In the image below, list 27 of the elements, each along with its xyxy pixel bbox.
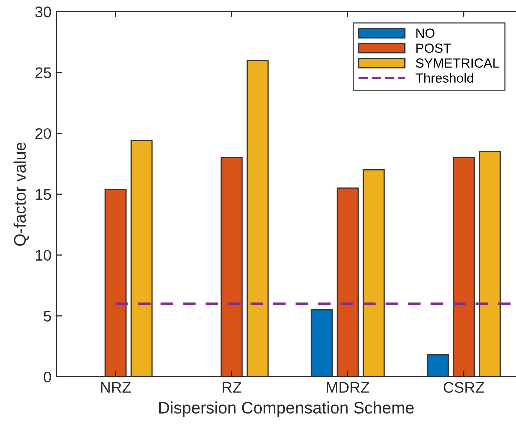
x-axis-title: Dispersion Compensation Scheme <box>159 402 414 418</box>
x-tick-label: MDRZ <box>327 382 370 393</box>
bar <box>310 309 333 377</box>
y-tick-label: 15 <box>36 189 52 200</box>
y-tick-label: 0 <box>44 372 52 383</box>
legend-label: NO <box>416 28 435 38</box>
bar <box>130 140 153 377</box>
bar <box>362 170 385 377</box>
legend-label: Threshold <box>416 73 474 83</box>
bar <box>427 354 450 377</box>
legend-label: POST <box>416 44 452 54</box>
y-tick-label: 10 <box>36 250 52 261</box>
bar <box>220 157 243 377</box>
x-tick-label: RZ <box>222 382 242 393</box>
x-tick-label: CSRZ <box>444 382 484 394</box>
bar <box>246 60 269 377</box>
bar <box>479 151 502 377</box>
bar <box>453 157 476 377</box>
legend-label: SYMETRICAL <box>416 58 500 68</box>
y-axis-title: Q-factor value <box>14 142 30 246</box>
x-tick-label: NRZ <box>101 382 132 393</box>
y-tick-label: 5 <box>44 311 52 322</box>
y-tick-label: 20 <box>36 128 52 140</box>
y-tick-label: 25 <box>36 68 52 78</box>
y-tick-label: 30 <box>35 6 52 18</box>
bar <box>104 189 127 377</box>
bar <box>336 188 359 377</box>
